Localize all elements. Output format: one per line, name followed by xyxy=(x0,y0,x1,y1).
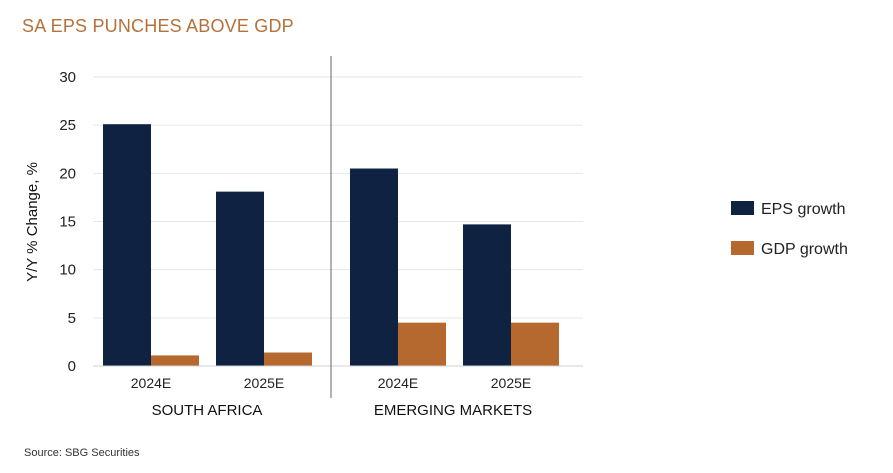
gdp-bar xyxy=(398,322,446,366)
gdp-bar xyxy=(264,352,312,366)
y-tick-label: 10 xyxy=(59,262,76,279)
gdp-bar xyxy=(151,355,199,366)
eps-bar xyxy=(463,224,511,366)
x-tick-label: 2024E xyxy=(378,375,418,391)
y-tick-label: 0 xyxy=(68,358,76,375)
legend-swatch-gdp xyxy=(731,241,754,255)
x-tick-label: 2025E xyxy=(491,375,531,391)
y-tick-label: 5 xyxy=(68,310,76,327)
group-label: SOUTH AFRICA xyxy=(152,402,263,419)
legend-label-gdp: GDP growth xyxy=(761,241,848,258)
y-tick-label: 30 xyxy=(59,69,76,86)
y-tick-label: 25 xyxy=(59,117,76,134)
chart-title: SA EPS PUNCHES ABOVE GDP xyxy=(22,16,294,36)
y-tick-label: 20 xyxy=(59,165,76,182)
eps-bar xyxy=(350,168,398,366)
eps-bar xyxy=(216,191,264,366)
legend-label-eps: EPS growth xyxy=(761,201,845,218)
y-tick-label: 15 xyxy=(59,214,76,231)
x-tick-label: 2025E xyxy=(244,375,284,391)
eps-bar xyxy=(103,124,151,366)
gdp-bar xyxy=(511,322,559,366)
legend-swatch-eps xyxy=(731,201,754,215)
source-note: Source: SBG Securities xyxy=(24,447,140,459)
group-label: EMERGING MARKETS xyxy=(374,402,532,419)
x-tick-label: 2024E xyxy=(131,375,171,391)
y-axis-label: Y/Y % Change, % xyxy=(24,162,41,282)
